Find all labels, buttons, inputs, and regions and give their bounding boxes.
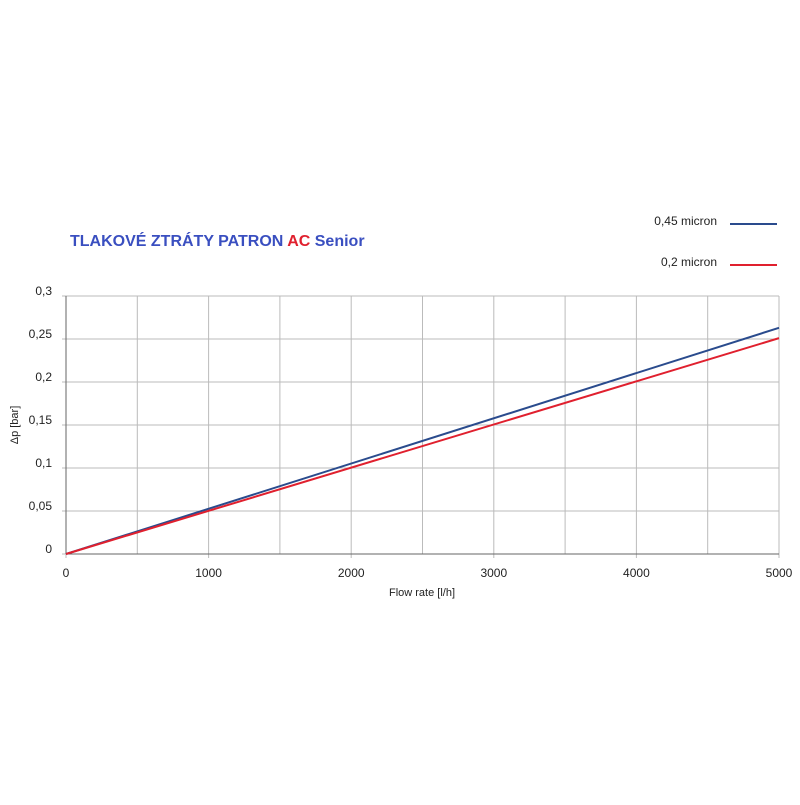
- y-tick-label: 0,05: [29, 499, 53, 513]
- x-tick-label: 0: [63, 566, 70, 580]
- series-line: [65, 337, 780, 555]
- series-line: [65, 326, 780, 555]
- y-tick-label: 0,1: [35, 456, 52, 470]
- x-axis-label: Flow rate [l/h]: [389, 587, 455, 599]
- title-segment: Senior: [315, 233, 365, 250]
- chart-title: TLAKOVÉ ZTRÁTY PATRON AC Senior: [70, 231, 365, 250]
- x-tick-label: 3000: [480, 566, 507, 580]
- y-tick-label: 0,25: [29, 327, 53, 341]
- x-tick-label: 5000: [766, 566, 793, 580]
- title-segment: AC: [287, 233, 311, 250]
- legend-label: 0,45 micron: [654, 214, 717, 228]
- y-tick-label: 0,15: [29, 413, 53, 427]
- x-tick-label: 2000: [338, 566, 365, 580]
- x-tick-label: 1000: [195, 566, 222, 580]
- y-tick-label: 0,3: [35, 284, 52, 298]
- y-tick-label: 0,2: [35, 370, 52, 384]
- y-axis-label: Δp [bar]: [9, 406, 21, 445]
- x-tick-label: 4000: [623, 566, 650, 580]
- legend-label: 0,2 micron: [661, 255, 717, 269]
- title-segment: TLAKOVÉ ZTRÁTY PATRON: [70, 231, 283, 250]
- y-tick-label: 0: [45, 542, 52, 556]
